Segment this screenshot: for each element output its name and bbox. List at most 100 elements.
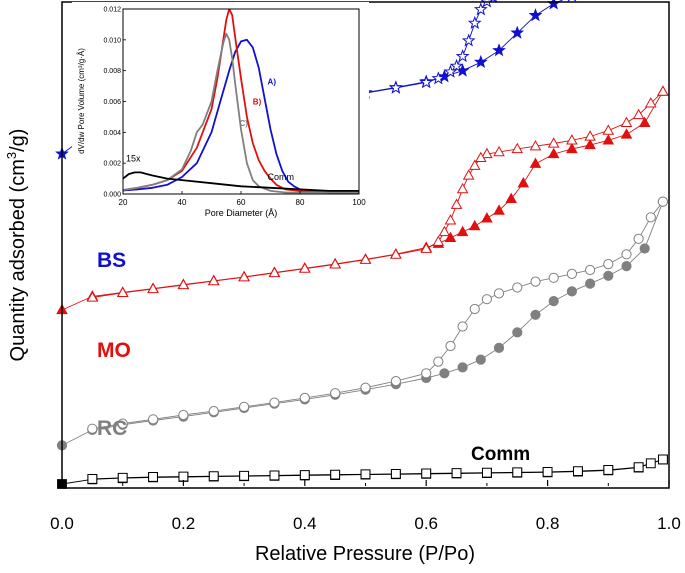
y-axis-label-superscript: 3 <box>4 152 19 159</box>
data-point-rc-desorption <box>585 264 596 276</box>
series-label-rc: RC <box>97 417 127 440</box>
data-point-rc-desorption <box>330 388 341 399</box>
data-point-comm-desorption <box>603 465 614 475</box>
data-point-rc-adsorption <box>566 286 578 297</box>
inset-x-tick-label: 80 <box>296 198 305 207</box>
data-point-mo-desorption <box>481 147 493 159</box>
data-point-mo-desorption <box>644 97 657 108</box>
data-point-rc-desorption <box>530 276 541 287</box>
data-point-mo-adsorption <box>620 128 633 139</box>
data-point-mo-adsorption <box>638 116 651 127</box>
inset-y-tick-label: 0.000 <box>103 192 121 199</box>
series-mo <box>56 85 669 315</box>
main-plot: 0.0 0.2 0.4 0.6 0.8 1.0 BS MO RC Comm Relative P… <box>4 0 681 565</box>
main-series-labels: BS MO RC Comm <box>97 249 530 465</box>
data-point-comm-desorption <box>117 472 128 483</box>
data-point-rc-desorption <box>469 303 480 315</box>
data-point-mo-desorption <box>116 286 129 297</box>
data-point-comm-desorption <box>451 468 462 478</box>
data-point-bs-adsorption <box>528 8 543 22</box>
data-point-rc-desorption <box>657 196 669 207</box>
data-point-comm-desorption <box>178 471 189 482</box>
data-point-rc-desorption <box>493 288 505 299</box>
data-point-mo-desorption <box>438 225 451 237</box>
data-point-mo-desorption <box>529 139 542 151</box>
data-point-bs-adsorption <box>492 43 506 57</box>
data-point-rc-desorption <box>208 406 219 417</box>
data-point-mo-desorption <box>602 124 615 135</box>
data-point-rc-adsorption <box>585 278 596 289</box>
data-point-comm-desorption <box>573 466 583 477</box>
data-point-bs-desorption <box>443 64 458 78</box>
data-point-mo-desorption <box>390 248 402 259</box>
data-point-mo-adsorption <box>566 142 578 154</box>
data-point-rc-adsorption <box>475 354 486 365</box>
series-label-bs: BS <box>97 249 126 272</box>
data-point-rc-desorption <box>645 212 656 223</box>
y-axis-label-prefix: Quantity adsorbed (cm <box>7 159 29 361</box>
x-tick-label: 0.6 <box>414 514 438 533</box>
inset-y-tick-label: 0.006 <box>103 99 121 106</box>
data-point-rc-desorption <box>178 409 189 421</box>
series-label-comm: Comm <box>471 444 530 465</box>
data-point-comm-desorption <box>239 470 250 481</box>
data-point-comm-desorption <box>299 470 310 480</box>
data-point-bs-adsorption <box>510 25 525 39</box>
data-point-comm-desorption <box>390 468 401 479</box>
series-rc <box>56 196 669 451</box>
main-series-layer <box>55 0 669 489</box>
data-point-rc-desorption <box>269 397 280 408</box>
data-point-rc-adsorption <box>439 368 450 379</box>
data-point-rc-desorption <box>117 418 128 429</box>
data-point-mo-adsorption <box>529 157 542 168</box>
data-point-comm-desorption <box>208 471 219 482</box>
data-point-comm-desorption <box>481 467 492 478</box>
data-point-comm-desorption <box>87 474 98 484</box>
inset-x-tick-label: 20 <box>119 198 128 207</box>
inset-x-ticks: 20 40 60 80 100 <box>119 191 366 207</box>
data-point-comm-desorption <box>269 470 280 481</box>
data-point-rc-desorption <box>621 249 632 260</box>
data-point-mo-desorption <box>632 108 645 120</box>
inset-annotation: 15x <box>126 154 141 164</box>
inset-annotation: Comm <box>268 172 295 182</box>
series-label-mo: MO <box>97 339 131 362</box>
inset-x-tick-label: 60 <box>237 198 246 207</box>
inset-annotation: B) <box>253 98 262 107</box>
inset-y-tick-label: 0.012 <box>103 7 121 14</box>
x-tick-label: 0.0 <box>50 514 74 533</box>
series-comm <box>57 454 668 489</box>
data-point-mo-adsorption <box>444 231 457 242</box>
data-point-rc-adsorption <box>512 327 523 338</box>
x-tick-label: 1.0 <box>657 514 681 533</box>
data-point-bs-desorption <box>455 49 470 63</box>
data-point-rc-desorption <box>421 368 432 379</box>
data-point-rc-adsorption <box>548 296 559 307</box>
data-point-mo-desorption <box>657 85 669 96</box>
x-tick-label: 0.8 <box>536 514 560 533</box>
data-point-rc-desorption <box>148 414 159 425</box>
data-point-rc-desorption <box>633 233 644 244</box>
data-point-bs-desorption <box>431 71 446 85</box>
inset-annotations: A) B) C) 15x Comm <box>126 78 294 183</box>
data-point-mo-desorption <box>177 278 190 290</box>
data-point-comm-desorption <box>633 462 644 473</box>
data-point-rc-desorption <box>457 321 468 332</box>
main-x-ticks: 0.0 0.2 0.4 0.6 0.8 1.0 <box>50 480 681 533</box>
data-point-rc-desorption <box>512 282 523 293</box>
data-point-mo-desorption <box>207 274 220 286</box>
data-point-comm-desorption <box>645 458 656 469</box>
data-point-comm-desorption <box>330 469 341 480</box>
data-point-mo-desorption <box>566 134 578 145</box>
data-point-rc-desorption <box>445 340 456 352</box>
inset-y-axis-label: dV/dw Pore Volume (cm³/g·Å) <box>77 48 86 154</box>
inset-series-line <box>123 38 359 194</box>
inset-series-line <box>123 9 359 194</box>
inset-series-line <box>123 32 359 194</box>
inset-series-layer <box>123 9 359 194</box>
data-point-mo-desorption <box>299 262 311 273</box>
inset-y-tick-label: 0.004 <box>103 130 121 137</box>
series-rc-desorption-line <box>92 201 664 430</box>
inset-annotation: C) <box>240 119 249 128</box>
